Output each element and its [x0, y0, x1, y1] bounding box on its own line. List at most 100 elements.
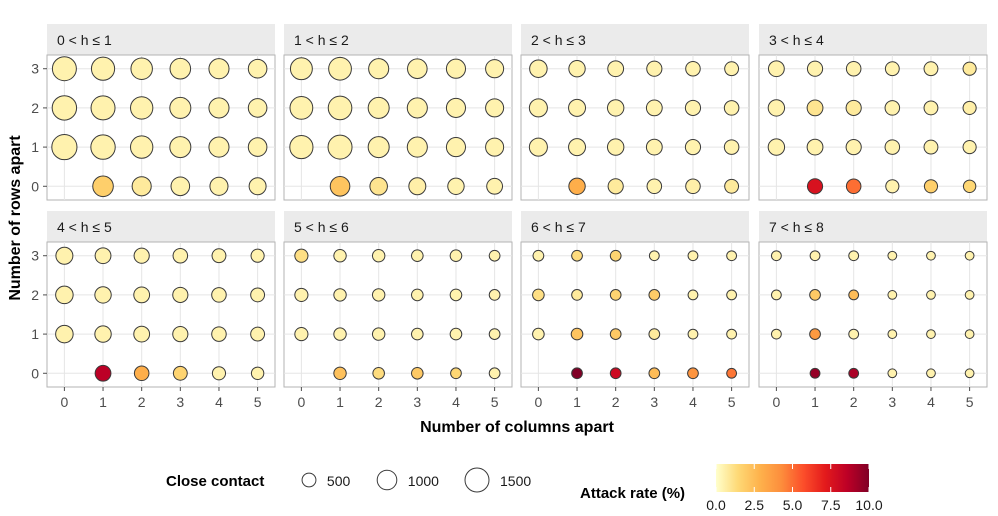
data-point: [568, 177, 586, 195]
data-point: [407, 58, 428, 80]
data-point: [208, 58, 230, 80]
x-tick-label: 1: [811, 394, 819, 410]
x-tick-label: 5: [728, 394, 736, 410]
colorbar-tick-label: 2.5: [745, 497, 765, 513]
data-point: [209, 176, 229, 196]
data-point: [90, 56, 116, 81]
data-point: [887, 368, 898, 379]
data-point: [606, 99, 625, 117]
data-point: [964, 329, 975, 339]
panel: 7 < h ≤ 8 0 1 2 3 4 5: [758, 211, 988, 410]
data-point: [411, 288, 424, 302]
x-tick-label: 2: [850, 394, 858, 410]
data-point: [449, 249, 463, 263]
data-point: [289, 96, 314, 120]
data-point: [887, 250, 898, 261]
panels-group: 0 < h ≤ 1 0 1 2 3 1 < h ≤ 2 2 < h ≤ 3 3 < h ≤ 4…: [31, 24, 988, 410]
data-point: [646, 60, 663, 77]
size-legend-label: 1500: [500, 473, 531, 489]
size-legend-label: 500: [327, 473, 351, 489]
data-point: [294, 248, 309, 263]
data-point: [333, 327, 347, 341]
data-point: [962, 100, 977, 115]
panel-strip-label: 7 < h ≤ 8: [769, 219, 824, 235]
data-point: [964, 250, 975, 261]
data-point: [724, 61, 740, 77]
y-tick-label: 0: [31, 365, 39, 381]
data-point: [55, 285, 74, 305]
x-tick-label: 4: [927, 394, 935, 410]
data-point: [211, 366, 227, 381]
data-point: [250, 248, 265, 263]
x-tick-label: 1: [336, 394, 344, 410]
x-tick-label: 2: [612, 394, 620, 410]
data-point: [962, 179, 977, 193]
data-point: [172, 247, 189, 264]
panel-strip-label: 2 < h ≤ 3: [531, 32, 586, 48]
panel-strip: [521, 211, 749, 242]
panel-strip: [759, 24, 987, 55]
data-point: [248, 177, 267, 196]
panel-strip-label: 3 < h ≤ 4: [769, 32, 824, 48]
data-point: [133, 286, 151, 304]
data-point: [250, 366, 265, 380]
data-point: [887, 290, 898, 300]
x-tick-label: 0: [772, 394, 780, 410]
panel-plot-area: [758, 54, 988, 201]
data-point: [208, 97, 230, 119]
data-point: [809, 250, 821, 262]
data-point: [486, 177, 504, 195]
data-point: [172, 365, 188, 381]
panel-strip-label: 5 < h ≤ 6: [294, 219, 349, 235]
panel-strip: [47, 211, 275, 242]
data-point: [211, 287, 227, 303]
data-point: [926, 290, 936, 300]
data-point: [926, 250, 936, 261]
data-point: [926, 329, 936, 339]
data-point: [845, 178, 862, 195]
x-tick-label: 1: [573, 394, 581, 410]
data-point: [726, 367, 738, 379]
data-point: [294, 287, 309, 302]
size-legend-label: 1000: [408, 473, 439, 489]
x-tick-label: 4: [215, 394, 223, 410]
data-point: [770, 289, 782, 301]
data-point: [445, 97, 467, 118]
data-point: [806, 60, 824, 77]
data-point: [449, 327, 463, 341]
x-tick-label: 5: [254, 394, 262, 410]
data-point: [289, 135, 314, 160]
panel-plot-area: [46, 241, 276, 388]
data-point: [211, 248, 227, 264]
data-point: [329, 175, 351, 197]
data-point: [247, 98, 268, 118]
data-point: [170, 176, 191, 197]
data-point: [767, 138, 786, 156]
panel-strip: [521, 24, 749, 55]
data-point: [571, 289, 583, 301]
x-tick-label: 2: [375, 394, 383, 410]
panel: 2 < h ≤ 3: [520, 24, 750, 201]
data-point: [250, 326, 266, 342]
data-point: [130, 57, 153, 80]
data-point: [528, 98, 548, 118]
data-point: [51, 95, 78, 121]
data-point: [685, 178, 701, 195]
panel-plot-area: [758, 241, 988, 388]
data-point: [488, 249, 501, 262]
data-point: [485, 98, 505, 118]
data-point: [809, 367, 821, 379]
panel-strip: [47, 24, 275, 55]
data-point: [368, 58, 390, 80]
data-point: [529, 59, 548, 78]
data-point: [687, 289, 699, 301]
data-point: [372, 366, 385, 380]
x-tick-label: 3: [650, 394, 658, 410]
data-point: [247, 137, 268, 157]
data-point: [845, 60, 862, 77]
x-tick-label: 0: [297, 394, 305, 410]
data-point: [848, 328, 860, 340]
data-point: [445, 58, 467, 79]
data-point: [726, 250, 738, 262]
panel-plot-area: [283, 54, 513, 201]
